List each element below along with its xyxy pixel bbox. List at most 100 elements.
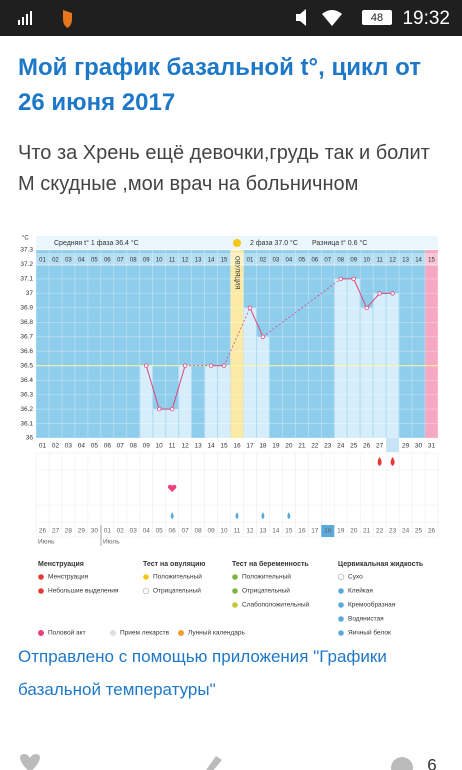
temperature-line	[145, 365, 186, 410]
legend-item: Положительный	[242, 573, 291, 581]
comment-button[interactable]	[206, 756, 222, 770]
x-tick-label: 07	[117, 443, 125, 450]
like-button[interactable]	[20, 754, 40, 770]
x-tick-label: 18	[259, 443, 267, 450]
date-label: 09	[207, 528, 215, 535]
x-tick-label: 08	[130, 443, 138, 450]
y-tick-label: 37.1	[20, 276, 33, 283]
chart-image	[18, 232, 444, 642]
legend-icon	[338, 616, 344, 622]
temperature-point	[208, 363, 214, 368]
date-label: 21	[363, 528, 371, 535]
plot-background	[36, 250, 438, 438]
phase-day-label: 07	[324, 258, 331, 264]
temperature-point	[144, 363, 149, 368]
temperature-point	[364, 305, 369, 311]
y-tick-label: 36.4	[20, 377, 33, 384]
phase-day-label: 09	[350, 258, 357, 264]
x-tick-label: 17	[246, 443, 254, 450]
phase-day-label: 12	[182, 258, 189, 264]
legend-icon	[143, 574, 149, 580]
cervical-drop	[170, 512, 174, 519]
x-tick-label: 10	[156, 443, 164, 450]
post-title[interactable]: Мой график базальной t°, цикл от 26 июня…	[18, 54, 421, 116]
date-label: 24	[402, 528, 410, 535]
temperature-bar	[347, 278, 360, 438]
phase-day-label: 03	[273, 258, 280, 264]
temperature-bar	[243, 307, 256, 438]
y-tick-label: 36.9	[20, 305, 33, 312]
date-label: 28	[65, 528, 73, 535]
phase-day-label: 06	[311, 258, 318, 264]
legend-item: Отрицательный	[153, 587, 201, 595]
phase-day-label: 04	[78, 258, 85, 264]
date-label: 17	[311, 528, 319, 535]
temperature-line	[249, 307, 264, 337]
phase-day-label: 04	[286, 258, 293, 264]
date-label: 01	[104, 528, 112, 535]
temperature-point	[247, 305, 253, 311]
month-label: Июнь	[38, 539, 55, 546]
x-tick-label: 09	[143, 443, 151, 450]
legend-title: Цервикальная жидкость	[338, 561, 424, 568]
month-label: Июль	[103, 539, 120, 546]
x-tick-label: 20	[285, 443, 293, 450]
date-label: 08	[194, 528, 202, 535]
today-highlight	[386, 438, 400, 452]
phase-day-label: 05	[91, 258, 98, 264]
x-tick-label: 12	[182, 443, 190, 450]
phase-day-label: 02	[260, 258, 267, 264]
phase2-label: 2 фаза 37.0 °C	[250, 239, 298, 247]
phase-day-label: 08	[130, 258, 137, 264]
legend-item: Лунный календарь	[188, 629, 245, 637]
legend-title: Менструация	[38, 561, 84, 568]
x-tick-label: 02	[52, 443, 60, 450]
difference-label: Разница t° 0.6 °C	[312, 239, 367, 247]
phase-day-label: 15	[221, 258, 228, 264]
temperature-bar	[218, 365, 231, 438]
x-tick-label: 31	[428, 443, 436, 450]
legend-item: Прием лекарств	[120, 630, 170, 637]
x-tick-label: 15	[220, 443, 228, 450]
temperature-bar	[153, 409, 166, 438]
date-label: 02	[117, 528, 125, 535]
date-label: 18	[324, 528, 332, 535]
phase-days-row	[36, 253, 438, 266]
temperature-point	[351, 276, 356, 282]
ovulation-column	[230, 250, 244, 438]
phase-day-label: 09	[143, 258, 150, 264]
phase-day-label: 11	[169, 258, 176, 264]
temperature-bar	[386, 293, 399, 438]
legend-icon	[338, 630, 344, 636]
cervical-drop	[235, 512, 239, 519]
date-label: 10	[220, 528, 228, 535]
temperature-point	[390, 291, 395, 296]
phase-day-label: 13	[195, 258, 202, 264]
x-tick-label: 19	[272, 443, 280, 450]
y-tick-label: 37.2	[20, 261, 33, 268]
legend-icon	[232, 602, 238, 608]
phase-day-label: 02	[52, 258, 59, 264]
date-label: 07	[182, 528, 190, 535]
phase-day-label: 15	[428, 258, 435, 264]
temperature-bar	[360, 307, 373, 438]
date-label: 26	[39, 528, 47, 535]
phase-day-label: 03	[65, 258, 72, 264]
today-date-highlight	[321, 525, 335, 537]
comments-icon[interactable]	[391, 757, 413, 770]
y-tick-label: 36	[26, 435, 34, 442]
temperature-bar	[140, 365, 153, 438]
x-tick-label: 06	[104, 443, 112, 450]
legend-icon	[337, 573, 345, 581]
date-label: 06	[169, 528, 177, 535]
app-link[interactable]: Отправлено с помощью приложения "Графики…	[18, 647, 387, 699]
phase-day-label: 10	[156, 258, 163, 264]
temperature-point	[182, 363, 188, 368]
phase-day-label: 05	[298, 258, 305, 264]
x-tick-label: 13	[194, 443, 202, 450]
x-tick-label: 16	[233, 443, 241, 450]
last-day-column	[425, 250, 438, 438]
legend-item: Кремообразная	[348, 601, 396, 609]
